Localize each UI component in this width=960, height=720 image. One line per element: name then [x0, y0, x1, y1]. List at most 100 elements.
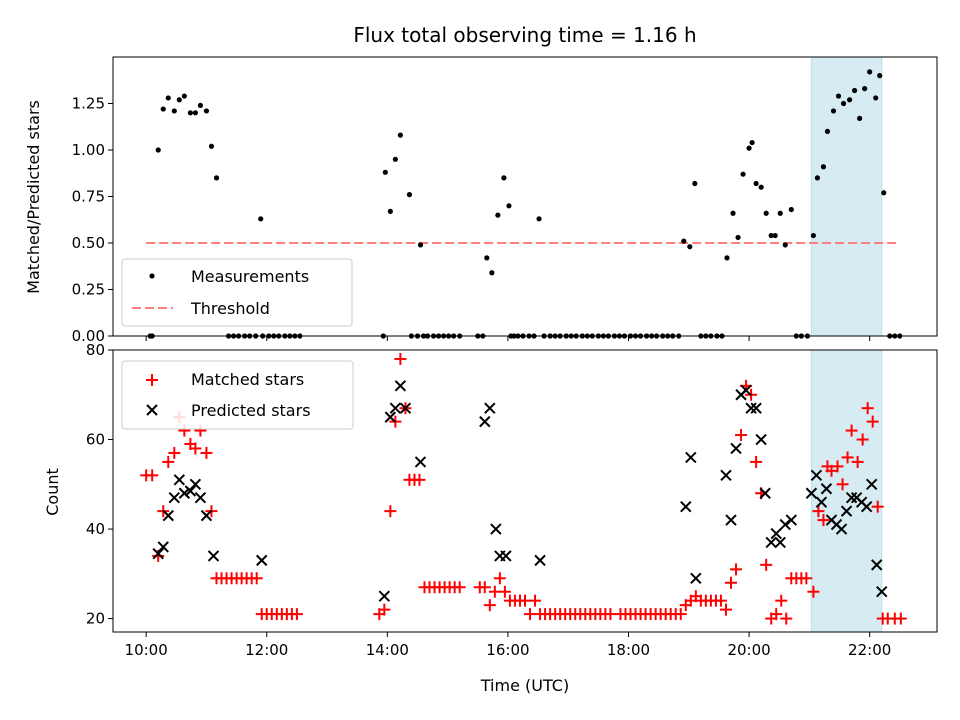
measurement-point: [749, 139, 755, 146]
measurement-point: [740, 171, 746, 177]
predicted-star-point: [759, 487, 771, 499]
predicted-star-point: [805, 487, 818, 499]
measurement-point: [681, 238, 687, 244]
predicted-star-point: [399, 402, 412, 414]
matched-star-point: [250, 572, 263, 585]
measurement-point: [881, 190, 887, 196]
top-y-ticks: 0.00 0.25 0.50 0.75 1.00 1.25: [72, 95, 113, 345]
predicted-star-point: [865, 478, 878, 490]
x-tick-label: 16:00: [486, 641, 529, 659]
predicted-star-point: [810, 469, 823, 482]
measurement-point: [155, 147, 161, 153]
measurement-point: [417, 242, 424, 248]
matched-star-point: [760, 558, 773, 571]
measurement-point: [763, 210, 769, 216]
x-tick-label: 22:00: [848, 641, 891, 659]
top-y-tick-label: 0.00: [72, 327, 105, 345]
predicted-star-stroke-b: [810, 469, 823, 482]
matched-star-point: [894, 612, 907, 625]
measurement-point: [160, 106, 166, 112]
predicted-star-stroke-b: [730, 442, 742, 455]
predicted-star-point: [871, 559, 883, 571]
matched-star-point: [770, 608, 783, 621]
measurement-point: [176, 97, 182, 103]
predicted-star-stroke-b: [490, 523, 502, 535]
matched-star-point: [725, 576, 737, 589]
matched-star-points: [140, 352, 907, 625]
predicted-star-stroke-b: [759, 487, 771, 499]
predicted-star-stroke-b: [740, 384, 752, 396]
measurement-point: [724, 255, 730, 261]
matched-star-point: [836, 478, 849, 491]
measurement-point: [877, 73, 883, 79]
predicted-star-stroke-b: [157, 541, 169, 553]
matched-star-point: [845, 424, 858, 437]
x-tick-label: 14:00: [366, 641, 409, 659]
measurement-point: [203, 108, 210, 114]
measurement-point: [208, 143, 215, 149]
measurement-point: [506, 203, 512, 209]
legend-measurements-marker: [149, 273, 155, 279]
matched-star-point: [290, 608, 303, 621]
matched-star-point: [866, 415, 879, 428]
matched-star-point: [856, 433, 869, 446]
bottom-y-ticks: 20 40 60 80: [86, 341, 113, 628]
predicted-star-point: [685, 451, 697, 464]
matched-star-point: [378, 603, 391, 616]
measurement-point: [484, 255, 490, 261]
x-axis-label: Time (UTC): [480, 676, 569, 695]
measurement-point: [788, 206, 794, 213]
measurement-point: [758, 184, 764, 190]
predicted-star-point: [876, 586, 888, 598]
measurement-point: [772, 232, 778, 239]
predicted-star-point: [173, 474, 186, 486]
matched-star-point: [825, 464, 838, 477]
predicted-star-stroke-b: [765, 536, 777, 549]
measurement-point: [814, 175, 821, 181]
predicted-star-point: [207, 550, 220, 562]
matched-star-point: [674, 608, 687, 621]
predicted-star-stroke-b: [200, 509, 213, 522]
matched-star-point: [524, 608, 537, 621]
bottom-y-tick-label: 40: [86, 520, 105, 538]
predicted-star-point: [845, 492, 858, 504]
measurement-point: [687, 244, 693, 250]
measurement-point: [171, 108, 177, 114]
bottom-y-tick-label: 20: [86, 610, 105, 628]
matched-star-point: [189, 442, 202, 455]
predicted-star-stroke-b: [378, 590, 391, 602]
predicted-star-stroke-b: [194, 492, 207, 504]
measurement-point: [392, 156, 398, 162]
bottom-y-axis-label: Count: [43, 468, 62, 516]
predicted-star-stroke-b: [173, 474, 186, 486]
measurement-point: [873, 95, 879, 101]
predicted-star-stroke-b: [162, 509, 174, 522]
x-tick-label: 20:00: [727, 641, 770, 659]
matched-star-point: [162, 455, 175, 468]
predicted-star-stroke-b: [399, 402, 412, 414]
predicted-star-point: [835, 523, 848, 535]
bottom-x-ticks: 10:00 12:00 14:00 16:00 18:00 20:00 22:00: [125, 632, 891, 659]
predicted-star-point: [384, 411, 397, 423]
predicted-star-stroke-b: [256, 554, 268, 567]
predicted-star-stroke-b: [207, 550, 220, 562]
top-y-tick-label: 0.50: [72, 234, 105, 252]
predicted-star-stroke-b: [845, 492, 858, 504]
measurement-point: [824, 128, 831, 134]
top-legend-box: [121, 258, 353, 327]
predicted-star-stroke-b: [184, 485, 197, 497]
measurement-point: [830, 108, 837, 114]
predicted-star-stroke-b: [750, 402, 762, 414]
top-y-tick-label: 0.25: [72, 281, 105, 299]
x-tick-label: 10:00: [125, 641, 168, 659]
predicted-star-point: [152, 547, 164, 560]
measurement-point: [213, 175, 220, 181]
matched-star-point: [498, 585, 511, 598]
predicted-star-stroke-b: [168, 492, 181, 504]
predicted-star-stroke-b: [384, 411, 397, 423]
matched-star-point: [394, 352, 407, 365]
predicted-star-point: [479, 415, 491, 428]
predicted-star-stroke-b: [785, 514, 797, 526]
predicted-star-point: [189, 478, 202, 490]
predicted-star-point: [690, 572, 702, 584]
